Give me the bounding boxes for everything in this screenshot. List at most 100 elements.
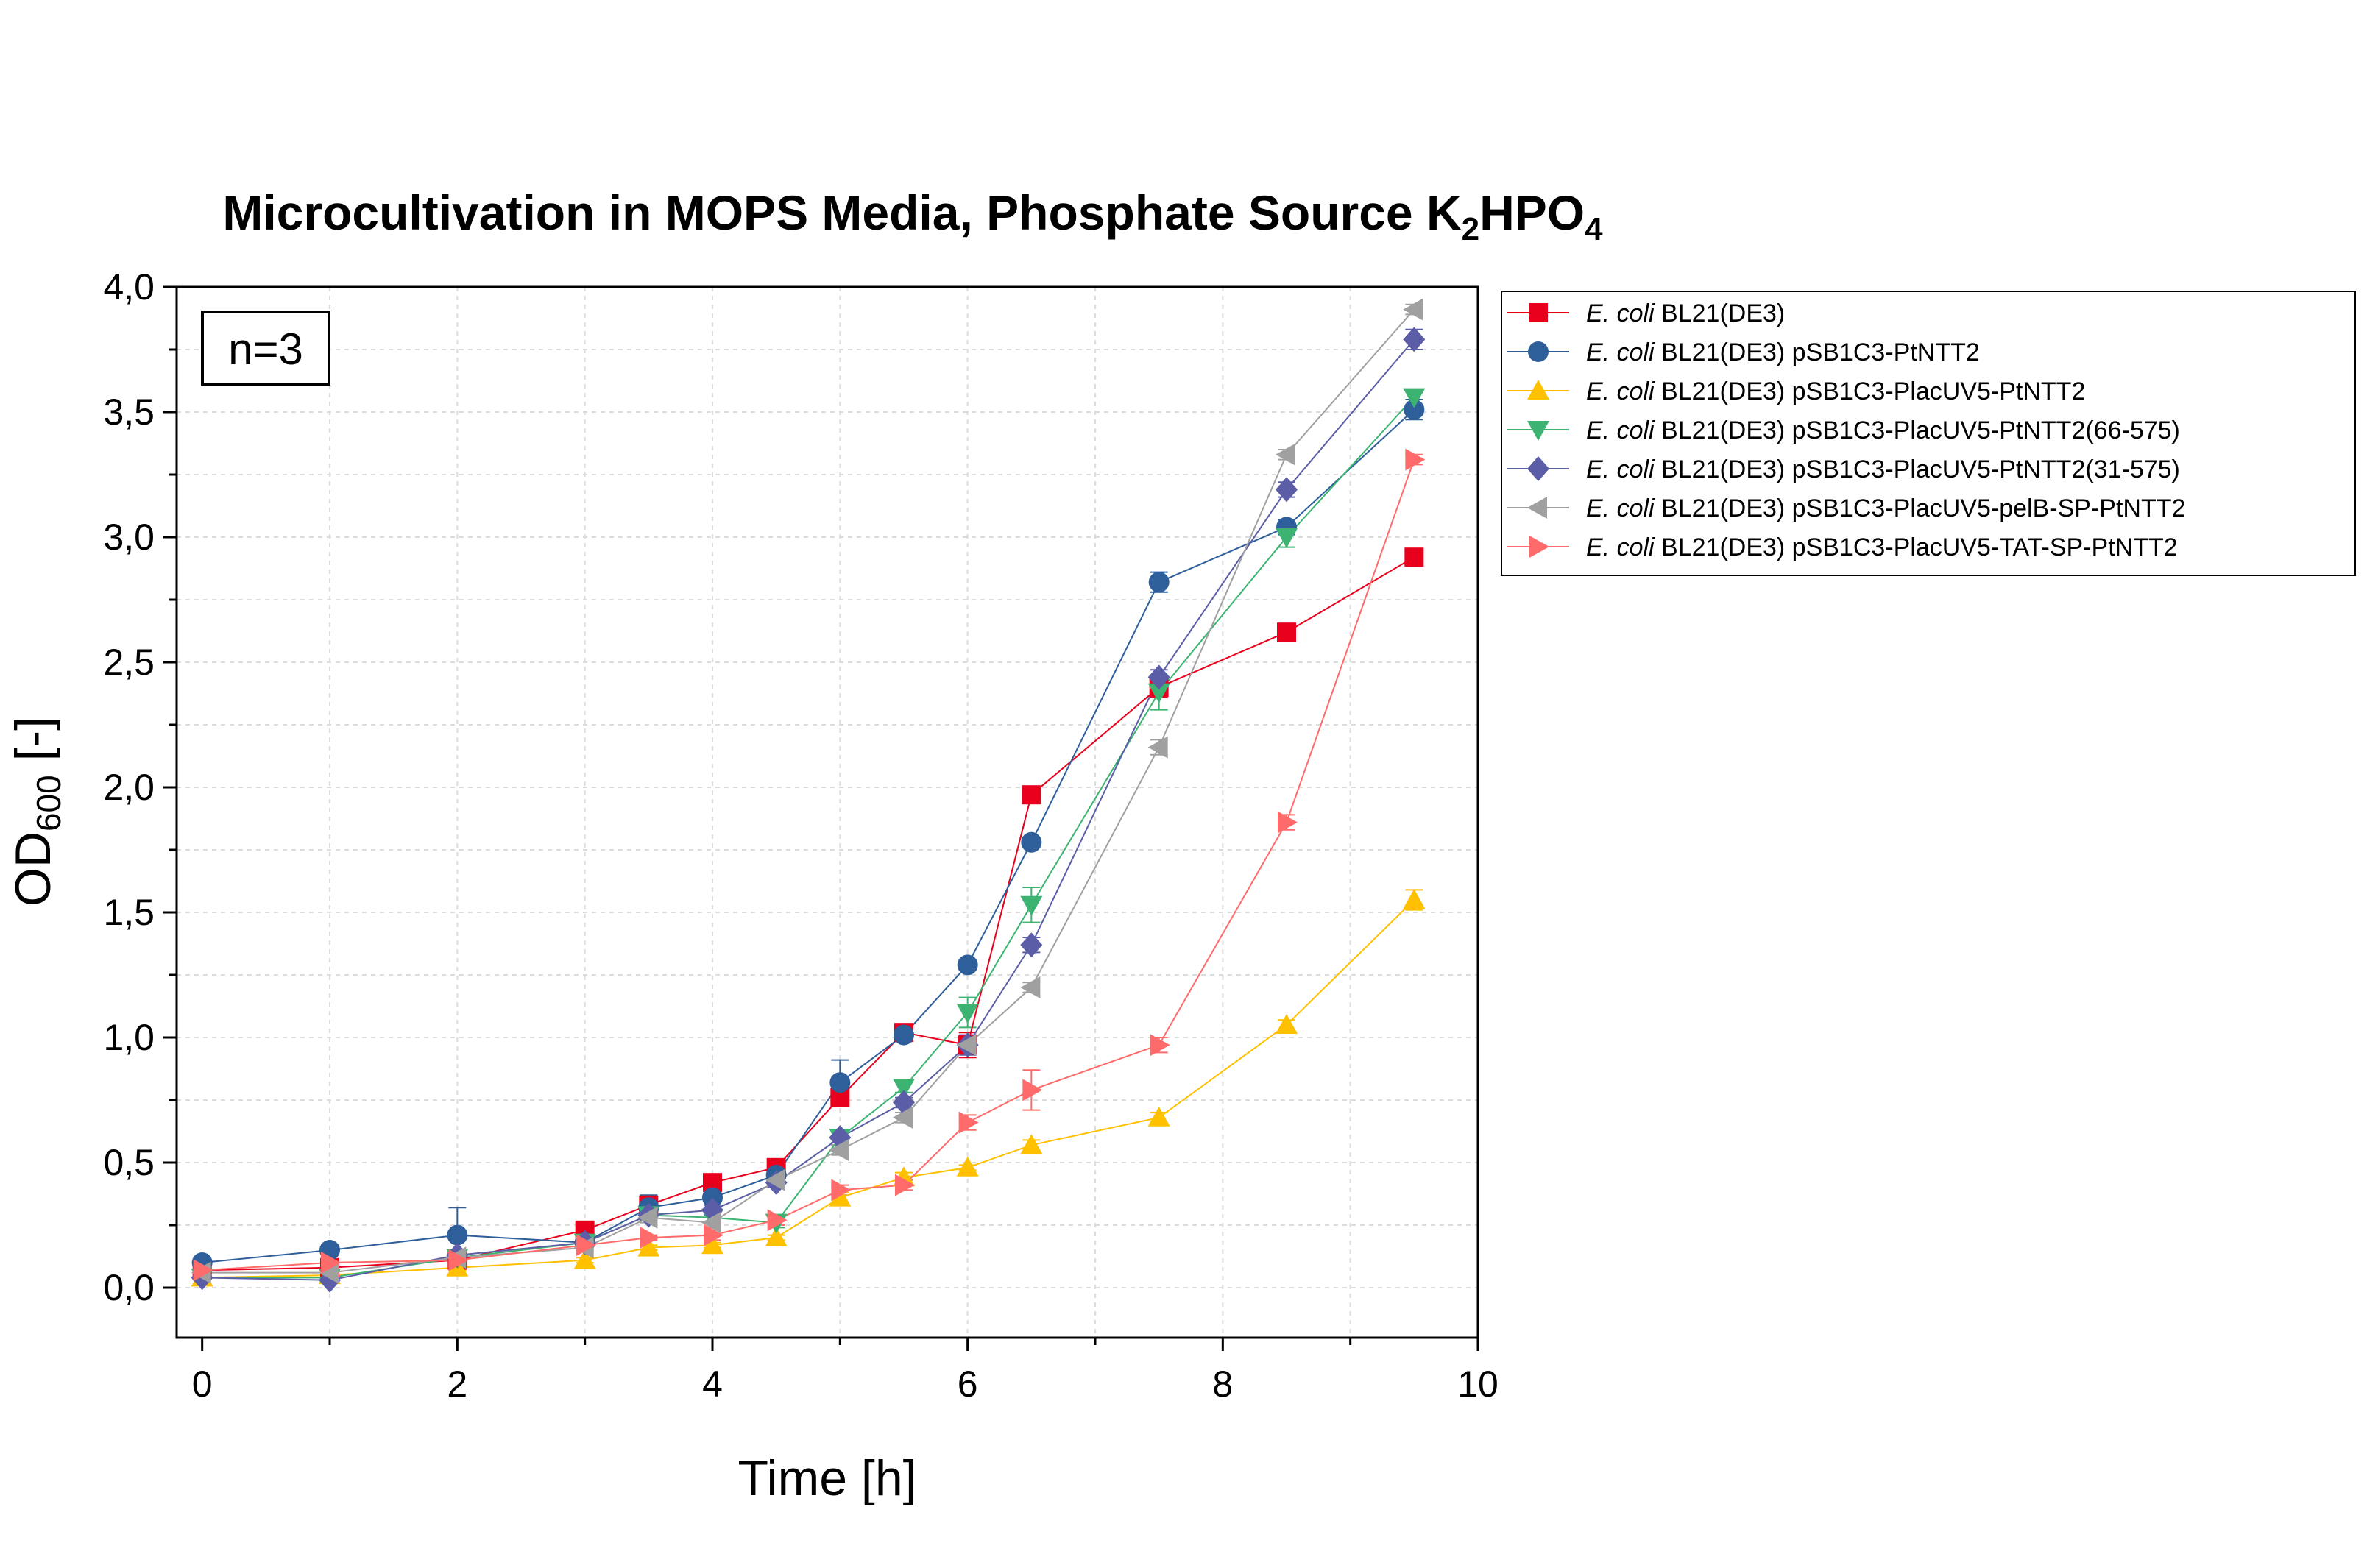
data-point-series-7: [193, 1259, 213, 1282]
data-point-series-7: [1405, 448, 1426, 471]
data-point-series-4: [1403, 388, 1426, 408]
y-tick-label: 4,0: [103, 266, 155, 308]
legend-label: E. coli BL21(DE3) pSB1C3-PlacUV5-TAT-SP-…: [1586, 533, 2178, 561]
legend-marker: [1527, 456, 1549, 481]
data-point-series-5: [1020, 932, 1043, 958]
data-point-series-7: [767, 1209, 788, 1232]
data-point-series-6: [893, 1106, 913, 1129]
x-tick-label: 4: [702, 1363, 723, 1405]
series-markers: [191, 298, 1426, 1293]
data-point-series-7: [831, 1179, 852, 1202]
legend-label: E. coli BL21(DE3) pSB1C3-PlacUV5-PtNTT2: [1586, 377, 2085, 405]
data-point-series-7: [1022, 1079, 1043, 1101]
x-tick-label: 0: [192, 1363, 213, 1405]
x-axis-tick-labels: 0 2 4 6 8 10: [192, 1363, 1499, 1405]
legend-item-1: E. coli BL21(DE3): [1507, 299, 1785, 327]
data-point-series-2: [894, 1024, 914, 1046]
legend-marker: [1528, 341, 1549, 362]
series-line-7: [202, 459, 1415, 1271]
legend-frame: [1501, 291, 2356, 576]
data-point-series-7: [1278, 811, 1298, 834]
chart-title: Microcultivation in MOPS Media, Phosphat…: [222, 185, 1603, 247]
data-point-series-1: [1277, 622, 1296, 642]
x-tick-label: 10: [1457, 1363, 1499, 1405]
data-point-series-7: [1150, 1034, 1170, 1057]
legend-item-3: E. coli BL21(DE3) pSB1C3-PlacUV5-PtNTT2: [1507, 377, 2085, 405]
data-point-series-3: [829, 1186, 852, 1207]
sample-size-box: [201, 311, 330, 386]
data-point-series-6: [765, 1168, 785, 1191]
data-point-series-1: [1404, 547, 1424, 567]
data-point-series-2: [829, 1072, 851, 1093]
legend-label: E. coli BL21(DE3): [1586, 299, 1785, 327]
legend-marker: [1529, 303, 1548, 322]
data-point-series-4: [1276, 528, 1298, 548]
legend-label: E. coli BL21(DE3) pSB1C3-PlacUV5-PtNTT2(…: [1586, 455, 2180, 483]
x-tick-label: 6: [958, 1363, 978, 1405]
y-tick-label: 3,0: [103, 517, 155, 558]
data-point-series-6: [1276, 443, 1295, 466]
y-tick-label: 0,0: [103, 1267, 155, 1308]
y-tick-label: 1,5: [103, 892, 155, 933]
legend-label: E. coli BL21(DE3) pSB1C3-PtNTT2: [1586, 338, 1980, 366]
series-line-5: [202, 338, 1415, 1281]
axis-ticks: [163, 285, 1479, 1351]
legend-label: E. coli BL21(DE3) pSB1C3-PlacUV5-pelB-SP…: [1586, 494, 2185, 522]
data-point-series-7: [576, 1234, 596, 1257]
data-point-series-5: [1276, 477, 1298, 503]
data-point-series-3: [1403, 889, 1426, 909]
data-point-series-6: [319, 1261, 339, 1284]
legend-marker: [1529, 536, 1549, 558]
data-point-series-7: [321, 1252, 341, 1274]
grid: [177, 287, 1478, 1338]
legend-marker: [1527, 497, 1547, 519]
y-tick-label: 1,0: [103, 1017, 155, 1058]
data-point-series-2: [1148, 572, 1170, 593]
data-point-series-3: [637, 1236, 660, 1257]
y-tick-label: 2,5: [103, 642, 155, 683]
data-point-series-3: [956, 1156, 979, 1177]
data-point-series-2: [1404, 399, 1425, 420]
y-tick-label: 0,5: [103, 1142, 155, 1183]
data-point-series-6: [1147, 736, 1168, 759]
data-point-series-7: [704, 1224, 723, 1246]
legend-item-6: E. coli BL21(DE3) pSB1C3-PlacUV5-pelB-SP…: [1507, 494, 2185, 522]
data-point-series-1: [1022, 785, 1041, 805]
data-point-series-2: [957, 954, 978, 976]
data-point-series-3: [1147, 1106, 1170, 1127]
x-tick-label: 8: [1212, 1363, 1233, 1405]
sample-size-note: n=3: [201, 311, 330, 386]
legend-item-2: E. coli BL21(DE3) pSB1C3-PtNTT2: [1507, 338, 1980, 366]
y-axis-tick-labels: 0,0 0,5 1,0 1,5 2,0 2,5 3,0 3,5 4,0: [103, 266, 155, 1308]
series-lines: [202, 308, 1415, 1281]
y-axis-label: OD600 [-]: [5, 717, 68, 907]
data-point-series-4: [893, 1079, 915, 1099]
legend-label: E. coli BL21(DE3) pSB1C3-PlacUV5-PtNTT2(…: [1586, 416, 2180, 444]
x-tick-label: 2: [447, 1363, 467, 1405]
y-tick-label: 2,0: [103, 767, 155, 808]
data-point-series-6: [956, 1034, 977, 1057]
series-line-4: [202, 396, 1415, 1279]
legend: E. coli BL21(DE3) E. coli BL21(DE3) pSB1C…: [1501, 291, 2356, 576]
data-point-series-5: [1403, 327, 1426, 352]
data-point-series-4: [1147, 683, 1170, 703]
data-point-series-3: [1020, 1134, 1043, 1154]
data-point-series-7: [448, 1249, 469, 1271]
series-line-3: [202, 899, 1415, 1279]
data-point-series-4: [956, 1004, 979, 1024]
legend-marker: [1527, 421, 1549, 441]
data-point-series-3: [573, 1249, 596, 1269]
series-line-6: [202, 308, 1415, 1274]
data-point-series-6: [1403, 298, 1423, 321]
data-point-series-7: [640, 1227, 660, 1249]
data-point-series-3: [1276, 1014, 1298, 1034]
error-bars: [193, 303, 1423, 1284]
data-point-series-2: [1021, 831, 1042, 853]
data-point-series-6: [829, 1139, 849, 1161]
sample-size-text: n=3: [228, 324, 303, 374]
data-point-series-7: [958, 1111, 979, 1134]
data-point-series-6: [1020, 976, 1041, 998]
legend-item-7: E. coli BL21(DE3) pSB1C3-PlacUV5-TAT-SP-…: [1507, 533, 2178, 561]
